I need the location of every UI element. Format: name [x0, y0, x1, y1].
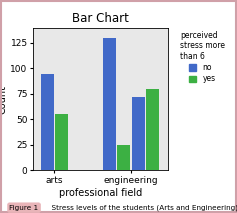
- Bar: [132, 97, 145, 170]
- Bar: [146, 89, 159, 170]
- X-axis label: professional field: professional field: [59, 188, 142, 198]
- Bar: [117, 145, 130, 170]
- Bar: [103, 38, 116, 170]
- Title: Bar Chart: Bar Chart: [72, 12, 129, 25]
- Text: Figure 1: Figure 1: [9, 205, 39, 211]
- Legend: no, yes: no, yes: [178, 29, 227, 86]
- Y-axis label: Count: Count: [0, 85, 8, 114]
- Bar: [55, 114, 68, 170]
- Bar: [41, 73, 54, 170]
- Text: Stress levels of the students (Arts and Engineering).: Stress levels of the students (Arts and …: [47, 204, 237, 211]
